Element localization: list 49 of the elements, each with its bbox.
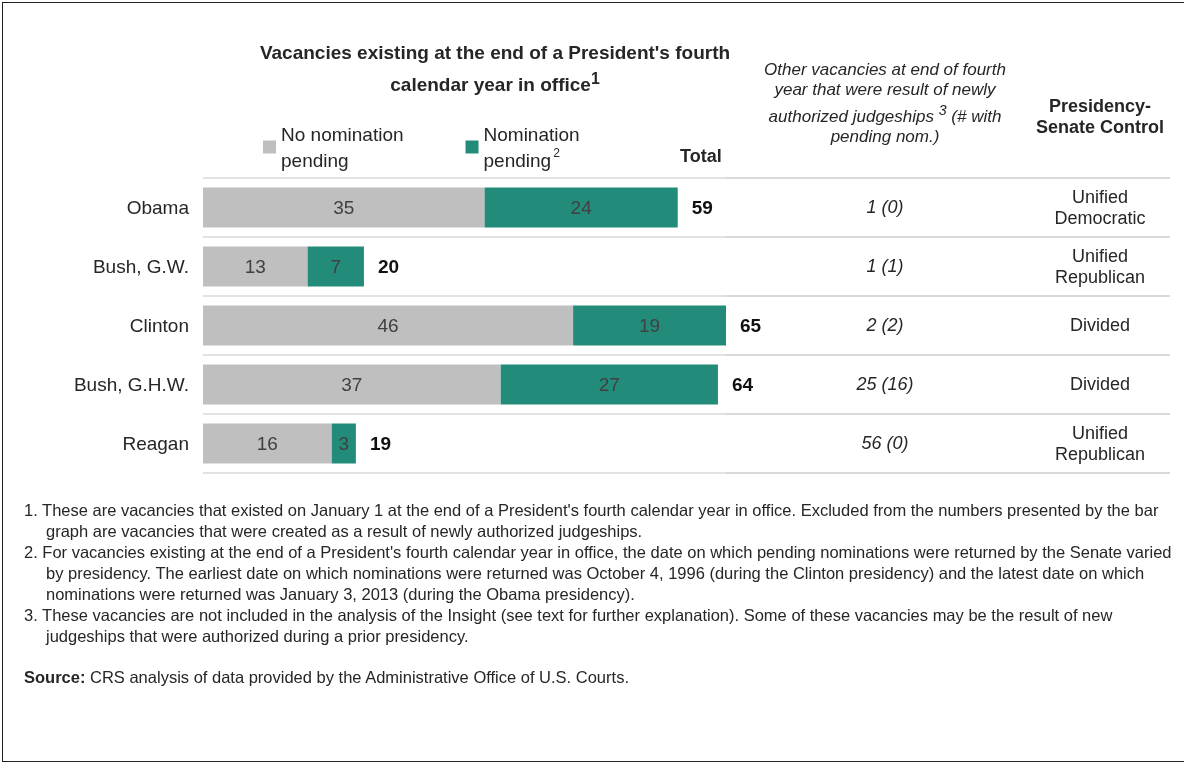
data-label: 35 [333,197,355,218]
text: 3. These vacancies are not included in the analysis of the Insight (see text for further explanation). Some of these vacancies may be the result of new judgeships that were authorized during a prior presidency. [24,605,1114,647]
y-tick-label: Obama [126,197,190,218]
text: Presidency-Senate Control [1035,96,1165,138]
data-label: 3 [338,433,350,454]
bar [331,423,356,464]
y-tick-label: Bush, G.H.W. [73,374,189,395]
chart-title: Vacancies existing at the end of a President's fourth calendar year in office$^{1}$ [258,41,732,98]
total-label: 19 [369,433,392,454]
bar [484,187,678,228]
text: Unified Republican [1053,421,1147,466]
text: Unified Democratic [1053,185,1147,230]
text: Divided [1069,314,1131,337]
text: 1 (0) [865,196,905,218]
total-label: 64 [731,374,754,395]
bar [203,305,574,346]
text: Total [680,146,722,167]
data-label: 46 [377,315,399,336]
legend-label: No nomination pending [281,123,404,171]
text: Divided [1069,373,1131,396]
text: 2. For vacancies existing at the end of a President's fourth calendar year in office, the date on which pending nominations were returned by the Senate varied by presidency. The earliest date on which nominations were returned was October 4, 1996 (during the Clinton presidency) and the latest date on which nominations were returned was January 3, 2013 (during the Obama presidency). [24,542,1173,605]
data-label: 19 [638,315,661,336]
bar [203,423,332,464]
data-label: 7 [330,256,342,277]
y-tick-label: Bush, G.W. [92,256,189,277]
text: Other vacancies at end of fourth year that were result of newly authorized judgeships $^{3}$ (# with pending nom.) [763,60,1007,147]
text: 2 (2) [866,314,904,335]
bar [500,364,718,405]
text: 1 (1) [865,255,905,277]
data-label: 16 [256,433,278,454]
text: 25 (16) [856,373,914,394]
y-tick-label: Clinton [129,315,189,336]
bar [203,187,485,228]
data-label: 27 [598,374,620,395]
data-label: 37 [341,374,363,395]
bar [307,246,364,287]
text: 1. These are vacancies that existed on January 1 at the end of a President's fourth calendar year in office. Excluded from the numbers presented by the bar graph are vacancies that were created as a result of newly authorized judgeships. [24,500,1160,542]
data-label: 24 [570,197,593,218]
total-label: 59 [691,197,713,218]
source-note: Source: CRS analysis of data provided by the Administrative Office of U.S. Courts. [24,667,630,688]
data-label: 13 [244,256,266,277]
bar [203,246,308,287]
total-label: 65 [740,315,762,336]
bar [203,364,501,405]
text: Unified Republican [1053,244,1147,289]
bar [573,305,726,346]
total-label: 20 [377,256,400,277]
text: 56 (0) [860,432,910,454]
y-tick-label: Reagan [122,433,189,454]
